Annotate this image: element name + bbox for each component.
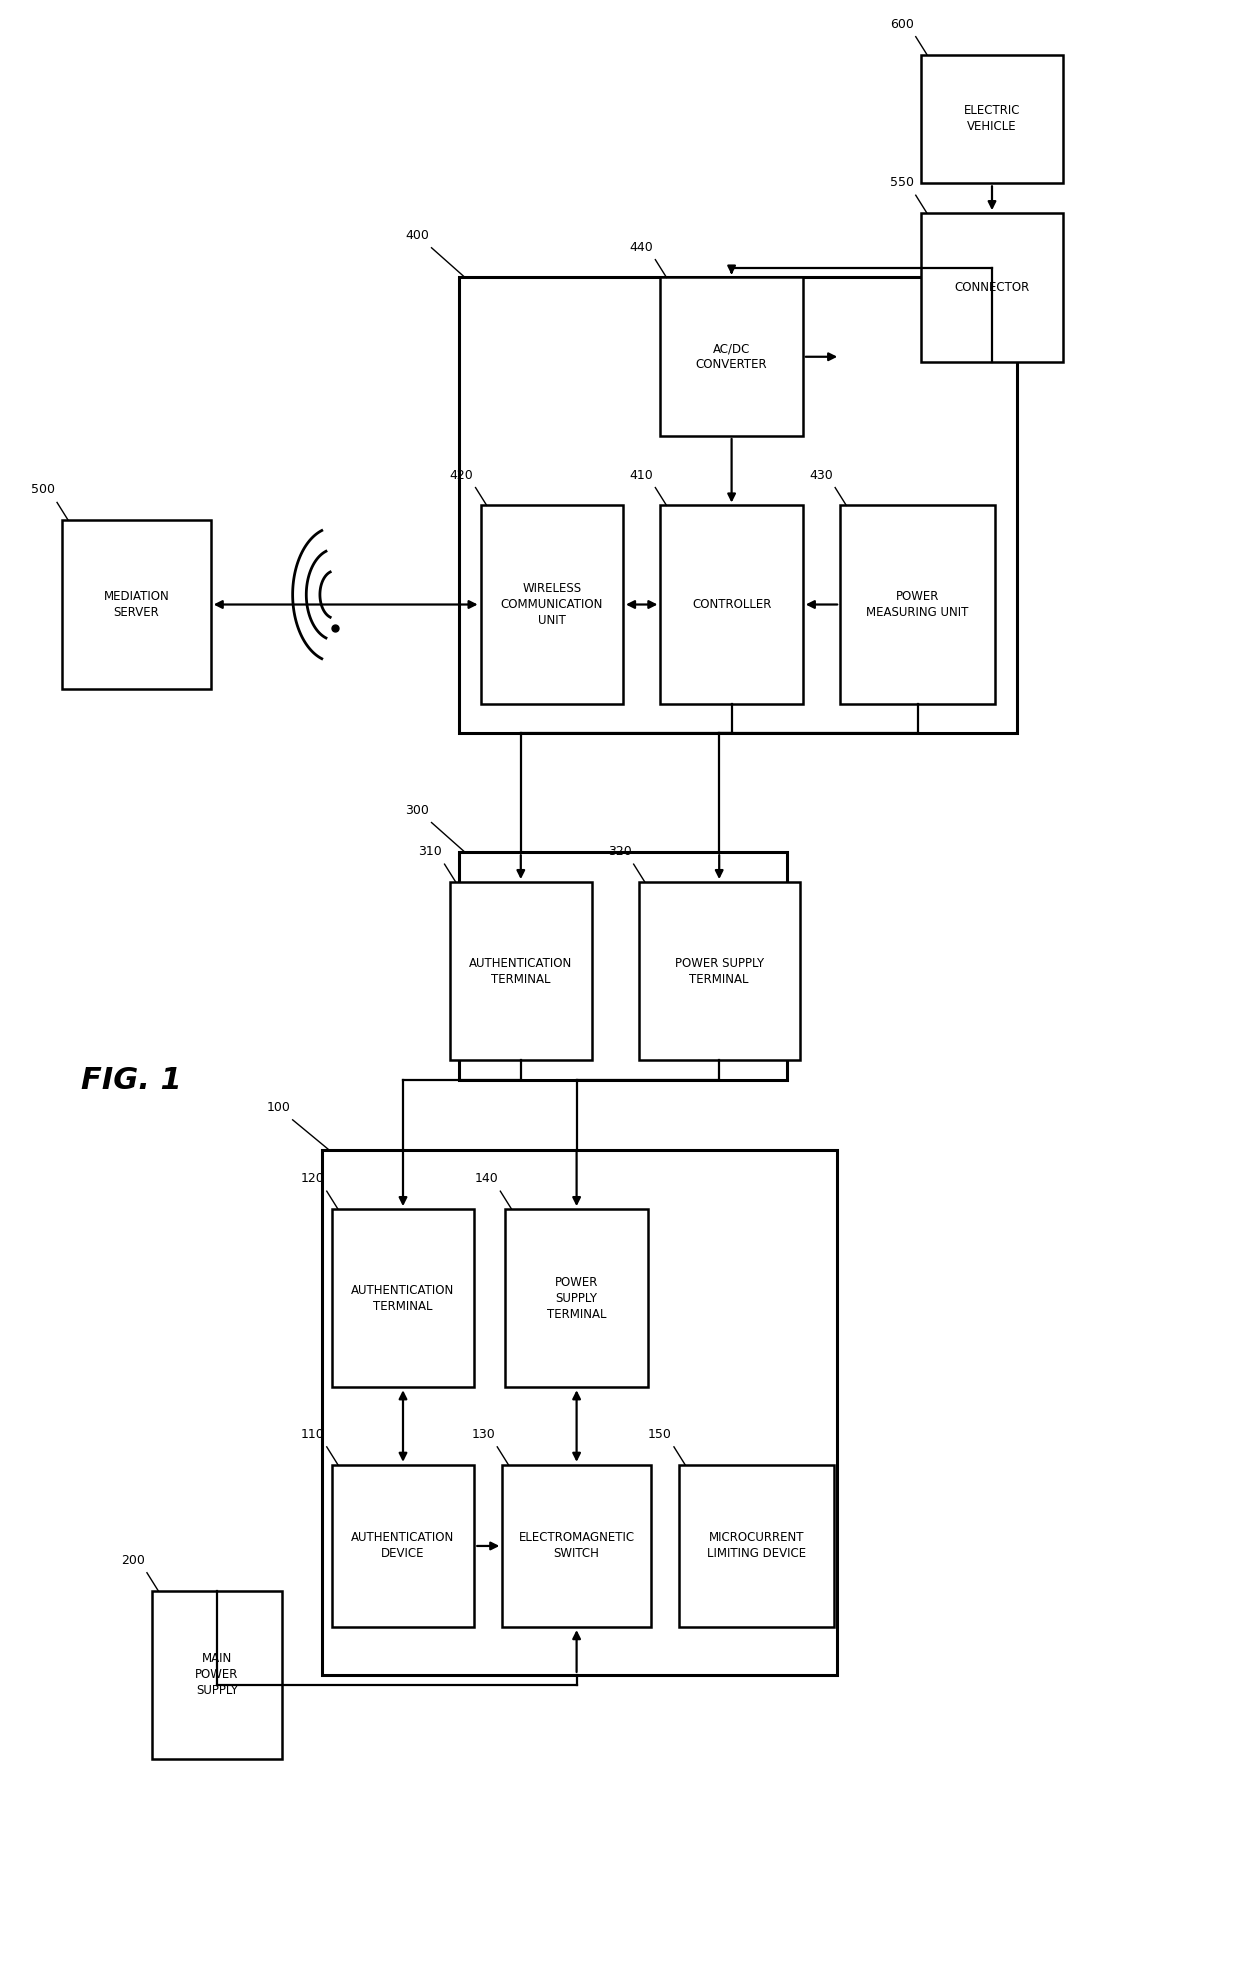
Bar (506, 1209, 649, 1387)
Text: 120: 120 (301, 1171, 325, 1185)
Text: AUTHENTICATION
TERMINAL: AUTHENTICATION TERMINAL (469, 957, 573, 985)
Bar (920, 55, 1063, 184)
Text: AC/DC
CONVERTER: AC/DC CONVERTER (696, 343, 768, 371)
Bar (639, 882, 800, 1060)
Text: CONNECTOR: CONNECTOR (955, 281, 1029, 293)
Text: MEDIATION
SERVER: MEDIATION SERVER (103, 591, 170, 618)
Text: 320: 320 (608, 844, 631, 858)
Bar (332, 1209, 475, 1387)
Bar (841, 505, 994, 704)
Text: 140: 140 (475, 1171, 498, 1185)
Text: 150: 150 (647, 1427, 672, 1441)
Bar (459, 852, 787, 1080)
Text: 500: 500 (31, 484, 55, 497)
Text: 400: 400 (405, 228, 429, 242)
Text: FIG. 1: FIG. 1 (81, 1066, 181, 1094)
Text: 420: 420 (450, 468, 474, 482)
Text: 430: 430 (808, 468, 833, 482)
Text: 600: 600 (890, 18, 914, 32)
Bar (151, 1590, 283, 1760)
Bar (332, 1465, 475, 1627)
Bar (481, 505, 624, 704)
Bar (449, 882, 593, 1060)
Bar (680, 1465, 833, 1627)
Text: MICROCURRENT
LIMITING DEVICE: MICROCURRENT LIMITING DEVICE (707, 1532, 806, 1560)
Text: WIRELESS
COMMUNICATION
UNIT: WIRELESS COMMUNICATION UNIT (501, 583, 603, 626)
Text: ELECTRIC
VEHICLE: ELECTRIC VEHICLE (963, 105, 1021, 133)
Text: 110: 110 (301, 1427, 325, 1441)
Text: 440: 440 (629, 240, 653, 254)
Text: CONTROLLER: CONTROLLER (692, 599, 771, 610)
Text: POWER SUPPLY
TERMINAL: POWER SUPPLY TERMINAL (675, 957, 764, 985)
Text: 310: 310 (419, 844, 443, 858)
Text: 130: 130 (471, 1427, 495, 1441)
Bar (459, 277, 1017, 733)
Bar (502, 1465, 651, 1627)
Text: POWER
SUPPLY
TERMINAL: POWER SUPPLY TERMINAL (547, 1276, 606, 1320)
Bar (920, 214, 1063, 361)
Text: AUTHENTICATION
DEVICE: AUTHENTICATION DEVICE (351, 1532, 455, 1560)
Text: 410: 410 (629, 468, 653, 482)
Bar (660, 505, 804, 704)
Text: POWER
MEASURING UNIT: POWER MEASURING UNIT (867, 591, 968, 618)
Bar (660, 277, 804, 436)
Text: 200: 200 (122, 1554, 145, 1566)
Text: AUTHENTICATION
TERMINAL: AUTHENTICATION TERMINAL (351, 1284, 455, 1312)
Bar (322, 1150, 837, 1675)
Text: MAIN
POWER
SUPPLY: MAIN POWER SUPPLY (196, 1653, 238, 1697)
Text: 100: 100 (267, 1100, 290, 1114)
Text: ELECTROMAGNETIC
SWITCH: ELECTROMAGNETIC SWITCH (518, 1532, 635, 1560)
Text: 550: 550 (890, 176, 914, 188)
Bar (62, 521, 211, 690)
Text: 300: 300 (405, 803, 429, 817)
